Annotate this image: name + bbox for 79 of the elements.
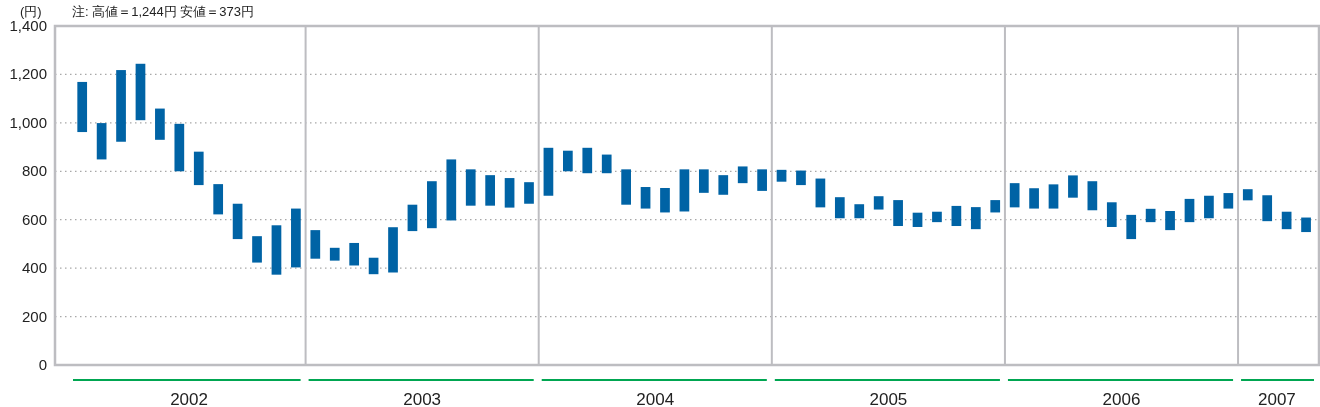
bar <box>834 197 845 219</box>
bar <box>213 184 224 215</box>
bar <box>368 257 379 275</box>
bar <box>310 230 321 259</box>
bar <box>757 169 767 191</box>
bar <box>1126 214 1137 240</box>
bar <box>601 154 612 174</box>
bar <box>679 169 690 212</box>
bar <box>815 178 826 208</box>
bar <box>698 169 709 193</box>
bar <box>329 247 340 261</box>
bar <box>873 196 884 210</box>
bar <box>737 166 748 184</box>
bar <box>388 227 398 273</box>
bar <box>407 204 418 232</box>
bar <box>174 123 185 172</box>
y-tick-label: 1,200 <box>9 65 47 83</box>
bar <box>543 147 554 196</box>
bar <box>1165 211 1175 231</box>
y-axis-title: (円) <box>20 4 42 19</box>
bar <box>970 207 981 230</box>
bar <box>1087 181 1098 211</box>
bar <box>563 150 573 172</box>
y-tick-label: 400 <box>21 259 47 277</box>
bar <box>1204 195 1214 219</box>
bar <box>252 236 262 263</box>
bar <box>1029 188 1039 209</box>
bar <box>796 170 806 186</box>
bar <box>465 169 476 206</box>
x-tick-label: 2006 <box>1102 390 1141 407</box>
bar <box>718 175 729 195</box>
bar <box>427 181 437 229</box>
bar <box>232 203 243 240</box>
x-tick-label: 2005 <box>869 390 908 407</box>
bar <box>893 200 903 227</box>
bar <box>932 211 942 223</box>
bar <box>291 208 301 268</box>
x-tick-label: 2002 <box>170 390 208 407</box>
x-tick-label: 2007 <box>1258 390 1296 407</box>
bar <box>776 169 787 182</box>
bar <box>660 187 670 213</box>
bar <box>96 123 107 160</box>
bar <box>912 212 923 227</box>
bar <box>1223 193 1234 209</box>
bar <box>271 225 282 275</box>
bar <box>524 182 534 204</box>
bar <box>155 108 165 140</box>
bar <box>951 205 962 227</box>
y-tick-label: 200 <box>21 307 47 325</box>
bar <box>135 63 146 121</box>
bar <box>446 159 457 221</box>
bar <box>1009 183 1020 208</box>
y-tick-label: 1,000 <box>9 113 47 131</box>
bar <box>504 178 515 208</box>
bar <box>1048 184 1059 209</box>
bar <box>485 175 495 206</box>
bar <box>1184 198 1195 223</box>
bar <box>854 204 865 219</box>
y-tick-label: 800 <box>21 162 47 180</box>
text: 注: 高値＝1,244円 安値＝373円 <box>72 4 255 19</box>
bar <box>349 242 360 266</box>
x-tick-label: 2004 <box>636 390 675 407</box>
y-tick-label: 0 <box>38 356 47 373</box>
bar <box>1262 195 1273 222</box>
bar <box>990 200 1001 213</box>
bar <box>1106 202 1117 227</box>
bar <box>1242 189 1253 201</box>
bar <box>193 151 204 186</box>
y-tick-label: 600 <box>21 210 47 228</box>
x-tick-label: 2003 <box>403 390 442 407</box>
bar <box>582 147 593 174</box>
bar <box>640 187 651 209</box>
bar <box>1068 175 1078 198</box>
bar <box>621 169 631 205</box>
bar <box>1281 211 1292 230</box>
bar <box>116 70 126 142</box>
bar <box>77 81 88 133</box>
bar <box>1301 217 1311 233</box>
bar <box>1145 208 1156 223</box>
